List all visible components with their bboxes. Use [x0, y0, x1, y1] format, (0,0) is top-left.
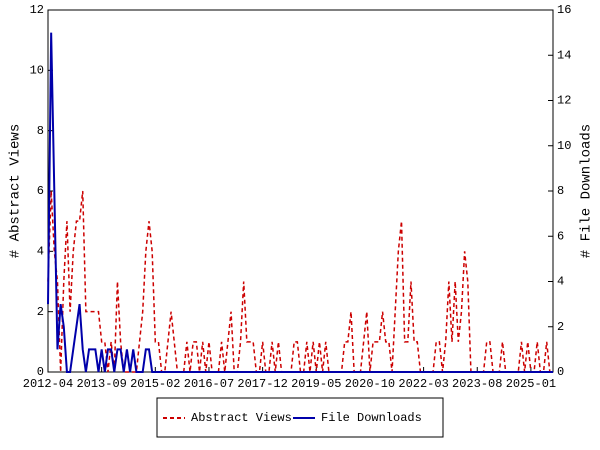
- y-tick-label: 6: [37, 184, 44, 198]
- y2-tick-label: 16: [557, 3, 571, 17]
- x-tick-label: 2023-08: [452, 377, 502, 391]
- plot-frame: [47, 9, 554, 373]
- y-tick-label: 8: [37, 124, 44, 138]
- y-tick-label: 2: [37, 305, 44, 319]
- y2-tick-label: 4: [557, 275, 564, 289]
- y2-tick-label: 6: [557, 229, 564, 243]
- x-tick-label: 2025-01: [506, 377, 556, 391]
- y-axis-title: # Abstract Views: [8, 124, 24, 258]
- x-tick-label: 2012-04: [23, 377, 73, 391]
- y2-axis-title: # File Downloads: [579, 124, 595, 258]
- legend-label: File Downloads: [321, 411, 422, 425]
- x-tick-label: 2017-12: [237, 377, 287, 391]
- x-tick-label: 2016-07: [184, 377, 234, 391]
- series-line: [47, 190, 553, 373]
- y2-tick-label: 0: [557, 365, 564, 379]
- x-tick-label: 2022-03: [398, 377, 448, 391]
- series-line: [47, 32, 553, 373]
- y2-tick-label: 12: [557, 94, 571, 108]
- y2-tick-label: 10: [557, 139, 571, 153]
- y2-tick-label: 2: [557, 320, 564, 334]
- y-tick-label: 0: [37, 365, 44, 379]
- x-tick-label: 2019-05: [291, 377, 341, 391]
- legend-label: Abstract Views: [191, 411, 292, 425]
- y2-tick-label: 8: [557, 184, 564, 198]
- y-tick-label: 4: [37, 245, 44, 259]
- x-tick-label: 2020-10: [345, 377, 395, 391]
- y-tick-label: 10: [30, 64, 44, 78]
- y-tick-label: 12: [30, 3, 44, 17]
- x-tick-label: 2015-02: [130, 377, 180, 391]
- y2-tick-label: 14: [557, 48, 571, 62]
- x-tick-label: 2013-09: [76, 377, 126, 391]
